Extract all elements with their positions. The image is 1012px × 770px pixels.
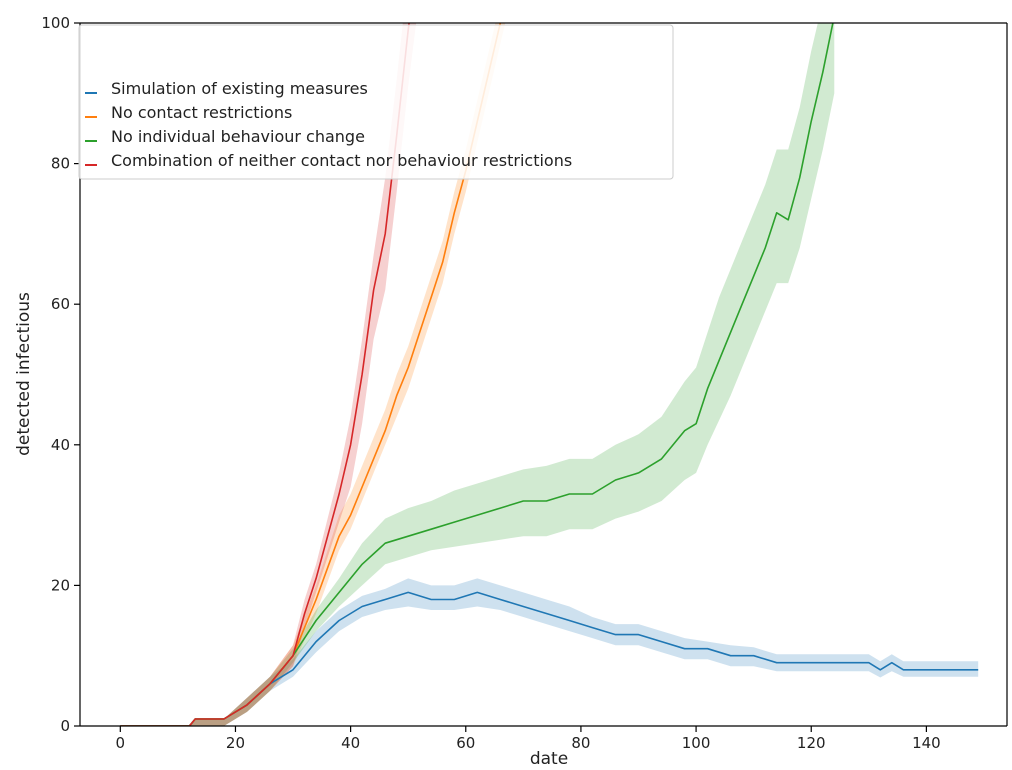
x-tick-label: 80: [571, 734, 590, 752]
legend-label-3: No individual behaviour change: [111, 127, 365, 146]
series-lines: [120, 23, 979, 726]
y-tick-label: 80: [51, 155, 70, 173]
legend-items: Simulation of existing measures No contac…: [85, 79, 572, 170]
x-tick-label: 100: [682, 734, 711, 752]
confidence-bands: [120, 23, 979, 726]
legend-label-4: Combination of neither contact nor behav…: [111, 151, 572, 170]
legend-label-1: Simulation of existing measures: [111, 79, 368, 98]
y-tick-label: 20: [51, 576, 70, 594]
y-tick-label: 100: [41, 14, 70, 32]
x-tick-label: 40: [341, 734, 360, 752]
y-axis-label: detected infectious: [14, 292, 34, 456]
confidence-band-series-3: [120, 23, 835, 726]
x-tick-label: 60: [456, 734, 475, 752]
series-line-4: [120, 23, 410, 726]
y-tick-label: 60: [51, 295, 70, 313]
legend-frame: [78, 24, 674, 180]
legend-label-2: No contact restrictions: [111, 103, 292, 122]
series-line-1: [120, 591, 979, 726]
x-tick-label: 20: [226, 734, 245, 752]
x-axis-label: date: [530, 749, 568, 769]
y-tick-label: 0: [60, 717, 70, 735]
confidence-band-series-4: [120, 23, 417, 726]
y-tick-label: 40: [51, 436, 70, 454]
tick-labels: 0 20 40 60 80 100 120 140 0 20 40 60 80 100: [41, 14, 940, 752]
x-tick-label: 0: [116, 734, 126, 752]
legend: Simulation of existing measures No contac…: [78, 24, 674, 180]
confidence-band-series-1: [120, 578, 979, 726]
x-tick-label: 120: [797, 734, 826, 752]
x-tick-label: 140: [912, 734, 941, 752]
